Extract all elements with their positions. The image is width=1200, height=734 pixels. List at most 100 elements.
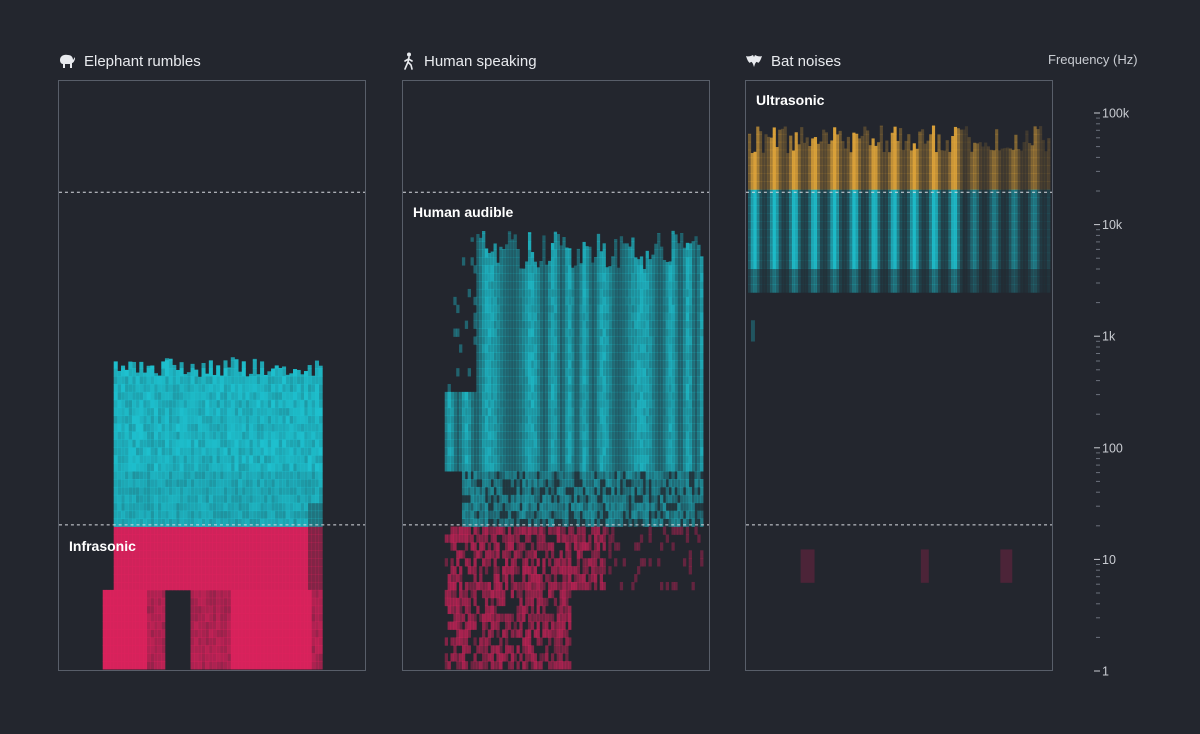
spectrogram-cell — [513, 581, 517, 591]
spectrogram-cell — [150, 542, 155, 551]
spectrogram-cell — [522, 281, 526, 290]
spectrogram-cell — [562, 296, 566, 306]
spectrogram-cell — [150, 502, 155, 512]
spectrogram-cell — [593, 431, 598, 440]
spectrogram-cell — [135, 613, 140, 622]
spectrogram-cell — [311, 645, 316, 654]
spectrogram-cell — [194, 471, 199, 480]
spectrogram-cell — [559, 550, 563, 559]
spectrogram-cell — [628, 447, 632, 456]
spectrogram-cell — [496, 455, 500, 464]
spectrogram-cell — [168, 486, 173, 496]
spectrogram-cell — [533, 613, 537, 622]
spectrogram-cell — [303, 471, 309, 480]
spectrogram-cell — [484, 510, 489, 520]
spectrogram-cell — [168, 407, 173, 417]
spectrogram-cell — [223, 407, 228, 417]
spectrogram-cell — [444, 399, 448, 409]
spectrogram-cell — [314, 566, 320, 575]
spectrogram-cell — [146, 542, 151, 551]
spectrogram-cell — [135, 372, 140, 377]
spectrogram-cell — [252, 534, 257, 543]
spectrogram-cell — [499, 439, 503, 448]
spectrogram-cell — [241, 399, 246, 409]
spectrogram-cell — [461, 494, 466, 504]
spectrogram-cell — [470, 542, 474, 551]
spectrogram-cell — [128, 502, 133, 512]
spectrogram-cell — [490, 312, 494, 322]
spectrogram-cell — [522, 368, 526, 377]
spectrogram-cell — [510, 463, 515, 472]
spectrogram-cell — [285, 621, 290, 630]
spectrogram-cell — [161, 368, 166, 377]
spectrogram-cell — [614, 431, 618, 440]
spectrogram-cell — [527, 502, 532, 512]
spectrogram-cell — [461, 439, 466, 448]
spectrogram-cell — [510, 502, 515, 512]
spectrogram-cell — [245, 597, 250, 607]
spectrogram-cell — [565, 328, 569, 337]
spectrogram-cell — [611, 344, 615, 353]
spectrogram-cell — [128, 653, 133, 662]
spectrogram-cell — [117, 423, 122, 432]
spectrogram-cell — [450, 574, 454, 583]
spectrogram-cell — [628, 423, 632, 432]
spectrogram-cell — [318, 471, 323, 480]
spectrogram-cell — [519, 463, 523, 472]
spectrogram-cell — [556, 510, 560, 520]
spectrogram-cell — [190, 376, 195, 385]
spectrogram-cell — [131, 526, 137, 535]
spectrogram-cell — [527, 296, 532, 306]
spectrogram-cell — [602, 281, 606, 290]
spectrogram-cell — [585, 439, 589, 448]
spectrogram-cell — [542, 653, 546, 662]
spectrogram-cell — [510, 296, 515, 306]
spectrogram-cell — [157, 613, 162, 622]
spectrogram-cell — [216, 399, 221, 409]
spectrogram-cell — [602, 296, 606, 306]
spectrogram-cell — [516, 510, 520, 520]
spectrogram-cell — [582, 423, 586, 432]
spectrogram-cell — [139, 629, 144, 638]
spectrogram-cell — [479, 581, 483, 591]
spectrogram-cell — [513, 249, 517, 258]
spectrogram-cell — [522, 581, 526, 591]
spectrogram-cell — [579, 455, 583, 464]
spectrogram-cell — [121, 574, 126, 583]
spectrogram-cell — [271, 645, 276, 654]
spectrogram-cell — [519, 344, 523, 353]
spectrogram-cell — [553, 518, 558, 527]
spectrogram-cell — [525, 296, 529, 306]
spectrogram-cell — [479, 391, 483, 401]
spectrogram-cell — [234, 566, 239, 575]
spectrogram-cell — [300, 558, 305, 567]
spectrogram-cell — [619, 304, 624, 314]
spectrogram-cell — [533, 399, 537, 409]
spectrogram-cell — [513, 550, 517, 559]
spectrogram-cell — [289, 621, 294, 630]
spectrogram-cell — [539, 653, 543, 662]
spectrogram-cell — [516, 518, 520, 527]
spectrogram-cell — [582, 383, 586, 393]
spectrogram-cell — [502, 479, 506, 488]
spectrogram-cell — [510, 352, 515, 361]
spectrogram-cell — [582, 463, 586, 472]
spectrogram-cell — [230, 661, 235, 670]
spectrogram-cell — [263, 439, 268, 448]
spectrogram-cell — [559, 344, 563, 353]
spectrogram-cell — [611, 320, 615, 329]
spectrogram-cell — [576, 479, 581, 488]
spectrogram-cell — [467, 486, 471, 496]
spectrogram-cell — [267, 371, 272, 377]
spectrogram-cell — [493, 550, 497, 559]
spectrogram-cell — [260, 463, 265, 472]
spectrogram-cell — [628, 312, 632, 322]
spectrogram-cell — [223, 613, 228, 622]
spectrogram-cell — [628, 486, 632, 496]
spectrogram-cell — [599, 510, 603, 520]
spectrogram-cell — [596, 566, 601, 575]
spectrogram-cell — [459, 613, 463, 622]
spectrogram-cell — [238, 581, 243, 591]
spectrogram-cell — [252, 439, 257, 448]
spectrogram-cell — [530, 455, 535, 464]
